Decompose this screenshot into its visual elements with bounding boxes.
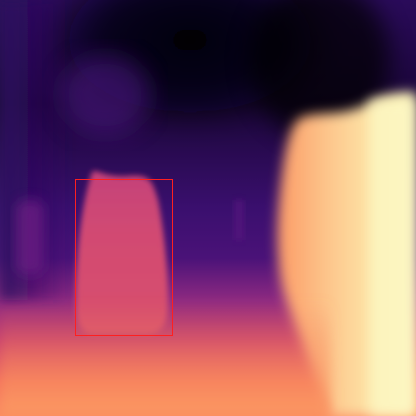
- right-brightest-strip: [370, 100, 416, 416]
- annotation-bounding-box: [75, 179, 173, 336]
- mid-post: [234, 200, 244, 240]
- left-post: [16, 200, 44, 275]
- far-dark-region-right: [250, 0, 390, 140]
- mid-purple-blob: [60, 55, 150, 135]
- floor-near-region: [0, 300, 330, 416]
- center-object: [76, 171, 168, 334]
